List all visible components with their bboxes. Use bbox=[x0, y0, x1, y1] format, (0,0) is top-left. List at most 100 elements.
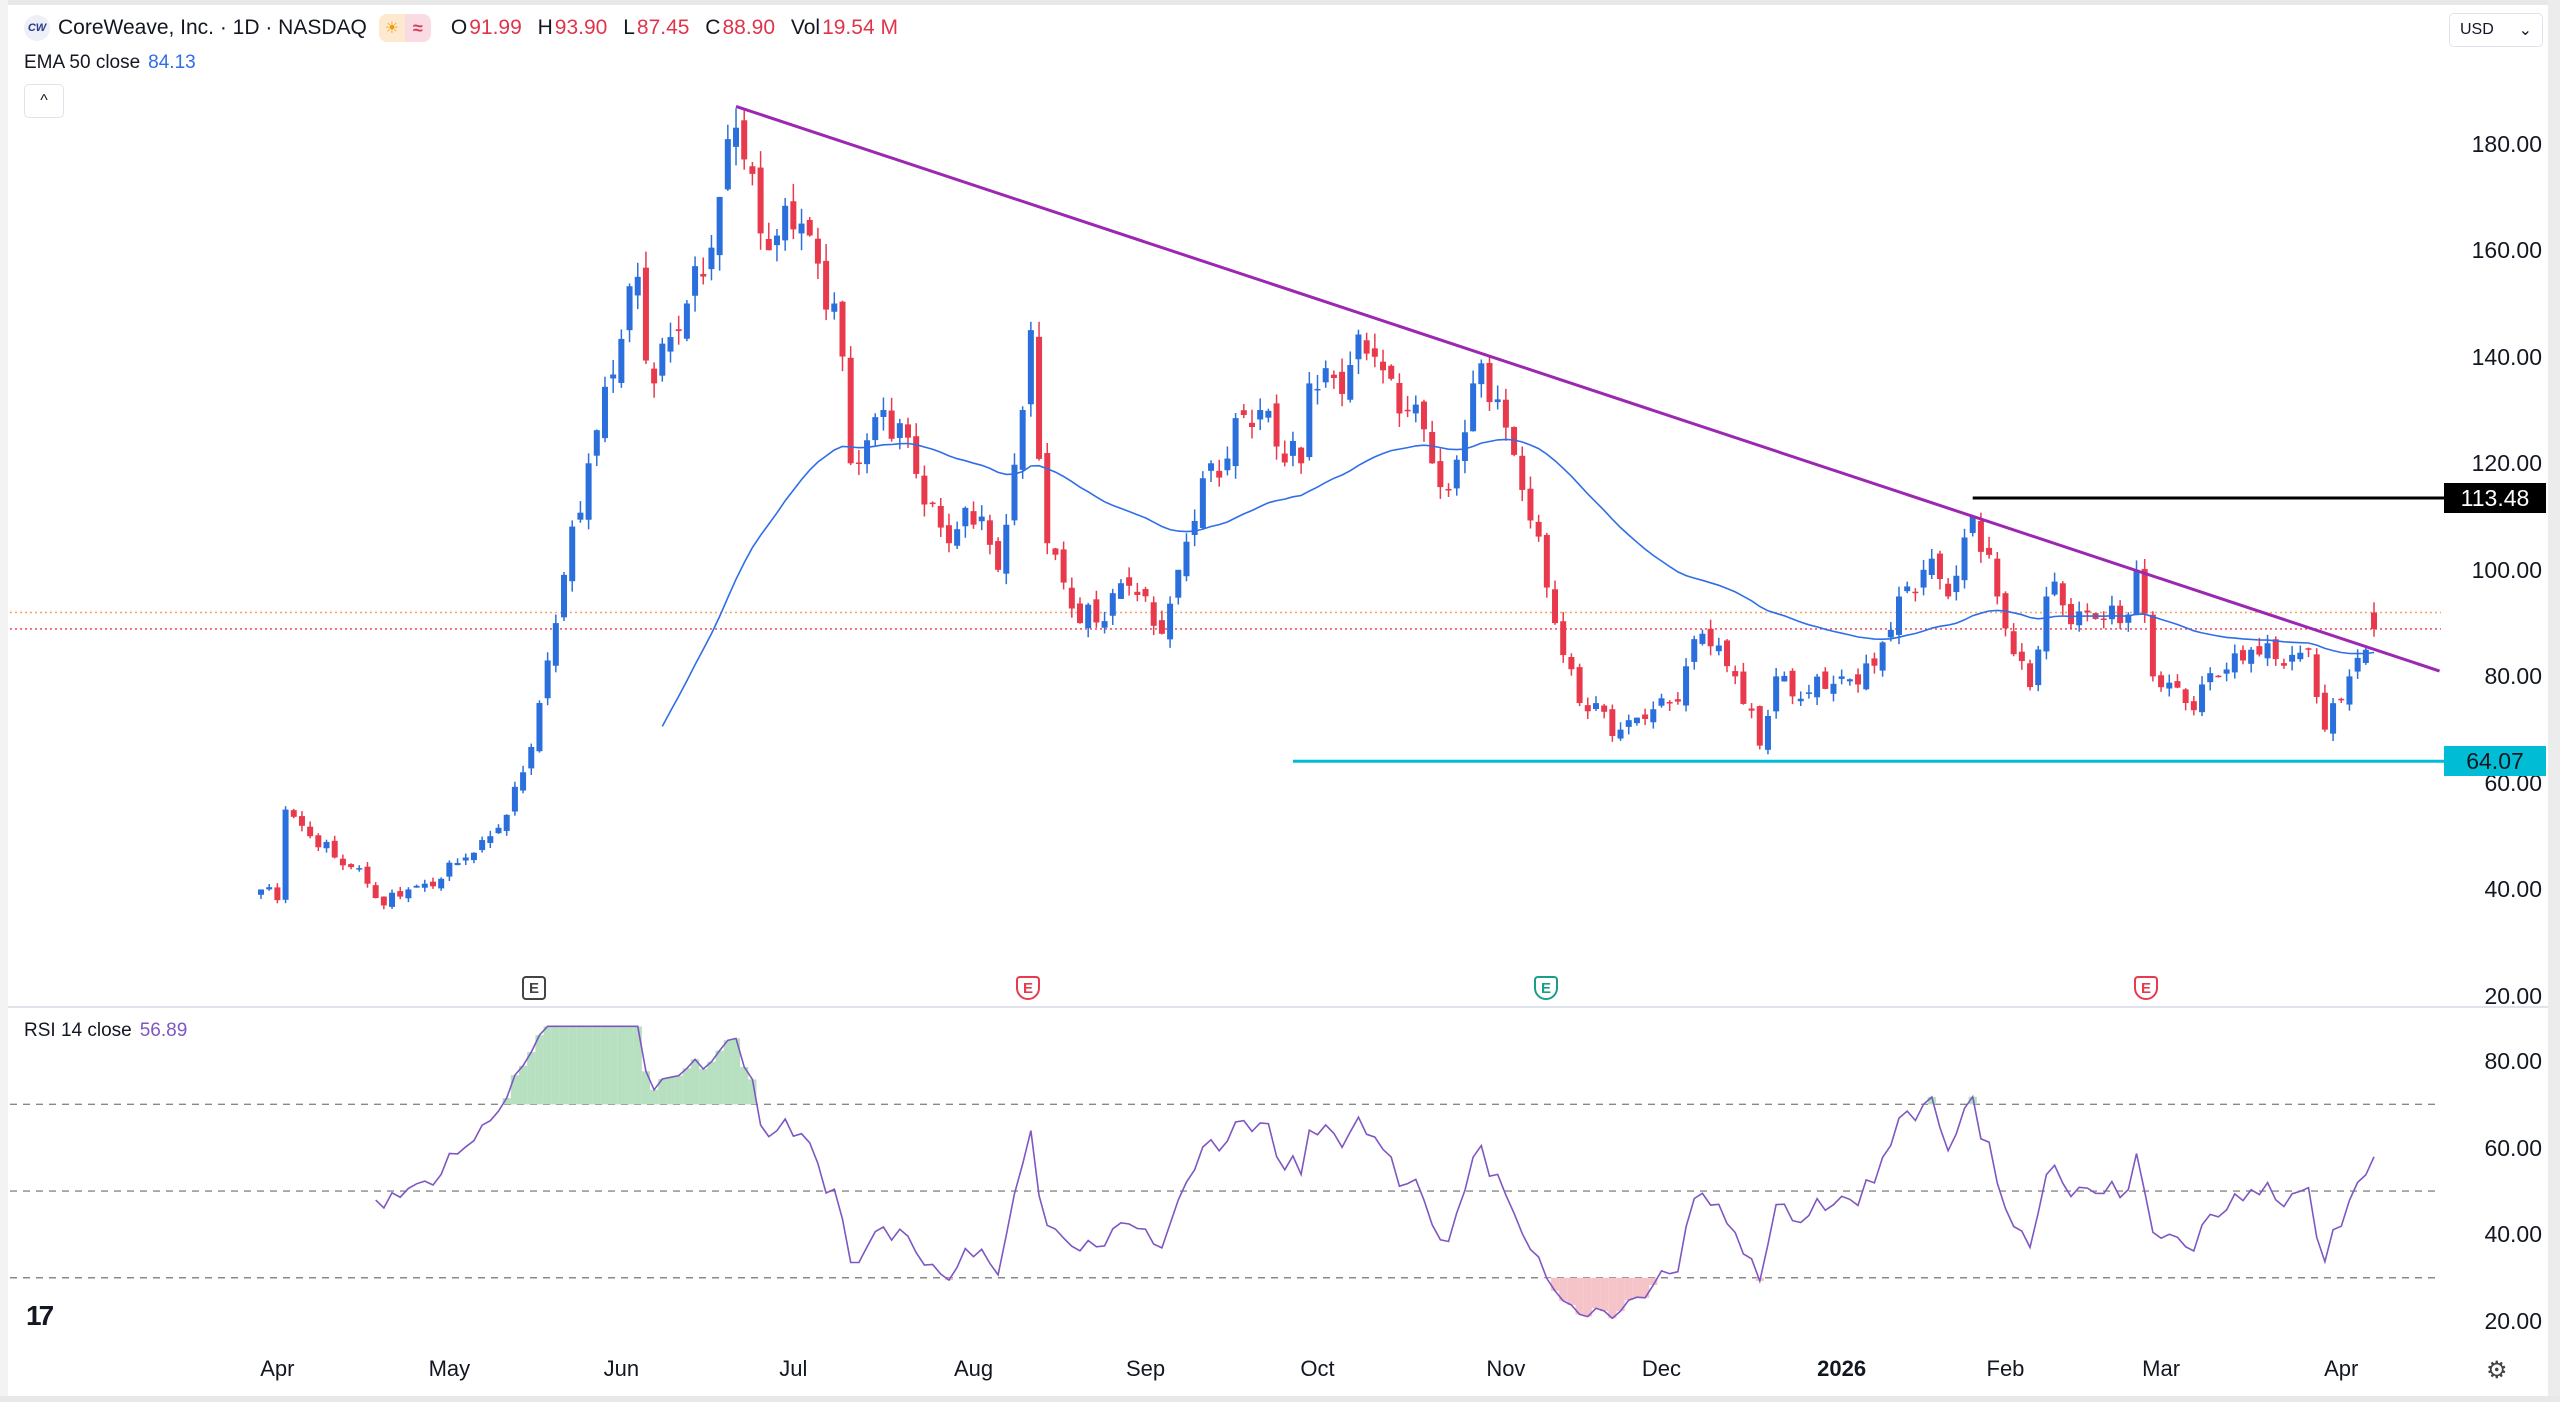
candle-body bbox=[1470, 383, 1477, 432]
candle-body bbox=[1224, 458, 1231, 471]
candle-body bbox=[1527, 488, 1534, 521]
candle-body bbox=[2371, 612, 2378, 629]
candle-body bbox=[1380, 361, 1387, 371]
candle-body bbox=[945, 525, 952, 544]
candle-body bbox=[1339, 371, 1346, 394]
time-tick-label: Apr bbox=[260, 1356, 295, 1381]
candle-body bbox=[1822, 671, 1829, 689]
candle-body bbox=[1052, 548, 1059, 555]
candle-body bbox=[405, 889, 412, 899]
rsi-tick-label: 20.00 bbox=[2484, 1308, 2542, 1335]
candle-body bbox=[1674, 699, 1681, 702]
candle-body bbox=[1257, 410, 1264, 420]
settings-gear-icon[interactable]: ⚙ bbox=[2486, 1357, 2508, 1384]
candle-body bbox=[593, 430, 600, 456]
candle-body bbox=[454, 862, 461, 866]
earnings-marker[interactable]: E bbox=[2134, 976, 2158, 1000]
candle-body bbox=[1961, 537, 1968, 581]
annotations[interactable] bbox=[735, 104, 2444, 763]
candle-body bbox=[1920, 569, 1927, 588]
approx-icon[interactable]: ≈ bbox=[404, 14, 431, 42]
rsi-legend[interactable]: RSI 14 close 56.89 bbox=[24, 1020, 187, 1042]
candle-body bbox=[2059, 583, 2066, 606]
earnings-marker[interactable]: E bbox=[1016, 976, 1040, 1000]
currency-select[interactable]: USD ⌄ bbox=[2449, 13, 2543, 47]
price-tick-label: 180.00 bbox=[2471, 130, 2542, 157]
candle-body bbox=[1437, 461, 1444, 488]
symbol-legend[interactable]: CW CoreWeave, Inc. · 1D · NASDAQ ☀ ≈ O91… bbox=[24, 14, 900, 42]
time-tick-label: Jul bbox=[779, 1356, 808, 1381]
candle-body bbox=[1896, 596, 1902, 635]
candle-body bbox=[1994, 558, 2001, 597]
candle-body bbox=[2117, 605, 2124, 624]
candle-body bbox=[716, 196, 723, 256]
candle-body bbox=[1855, 674, 1862, 685]
candle-body bbox=[1281, 453, 1288, 463]
candle-body bbox=[1846, 679, 1853, 682]
candle-body bbox=[2010, 631, 2017, 655]
candle-body bbox=[2158, 675, 2165, 688]
candle-body bbox=[790, 201, 797, 230]
candle-body bbox=[1781, 675, 1788, 682]
candle-body bbox=[1609, 709, 1616, 736]
candle-body bbox=[1371, 348, 1378, 357]
candle-body bbox=[2166, 682, 2173, 689]
candle-body bbox=[1592, 703, 1599, 710]
right-scrollbar[interactable] bbox=[2548, 0, 2560, 1402]
candle-body bbox=[1183, 541, 1190, 577]
candle-body bbox=[1887, 629, 1894, 638]
tradingview-logo[interactable]: 17 bbox=[26, 1300, 54, 1331]
time-tick-label: Jun bbox=[603, 1356, 640, 1381]
volume-key: Vol bbox=[790, 16, 821, 39]
high-key: H bbox=[537, 16, 553, 39]
candle-body bbox=[2231, 653, 2238, 673]
candle-body bbox=[1445, 488, 1452, 491]
ema-legend[interactable]: EMA 50 close 84.13 bbox=[24, 52, 196, 74]
resistance-price-label: 113.48 bbox=[2444, 483, 2546, 514]
candle-body bbox=[1216, 470, 1223, 478]
candle-body bbox=[331, 840, 338, 858]
candle-body bbox=[724, 139, 731, 190]
candle-body bbox=[266, 887, 273, 890]
candle-body bbox=[1306, 383, 1313, 458]
candle-body bbox=[2108, 605, 2115, 620]
symbol-title[interactable]: CoreWeave, Inc. · 1D · NASDAQ bbox=[58, 16, 367, 39]
candle-body bbox=[659, 343, 666, 376]
collapse-legend-button[interactable]: ^ bbox=[24, 84, 64, 118]
price-tick-label: 140.00 bbox=[2471, 343, 2542, 370]
candle-body bbox=[1077, 603, 1083, 624]
time-tick-label: Nov bbox=[1486, 1356, 1526, 1381]
candle-body bbox=[1068, 587, 1075, 609]
candle-body bbox=[2239, 650, 2246, 661]
rsi-tick-label: 80.00 bbox=[2484, 1048, 2542, 1074]
candle-body bbox=[929, 502, 936, 505]
candle-body bbox=[2280, 663, 2287, 666]
candle-body bbox=[1764, 715, 1771, 750]
earnings-marker[interactable]: E bbox=[1534, 976, 1558, 1000]
candle-body bbox=[1117, 583, 1124, 599]
candle-body bbox=[1060, 549, 1067, 583]
earnings-marker[interactable]: E bbox=[522, 976, 546, 1000]
low-value: 87.45 bbox=[636, 16, 690, 39]
ema-line bbox=[661, 438, 2375, 727]
candle-body bbox=[2272, 639, 2279, 660]
time-tick-label: Aug bbox=[953, 1356, 994, 1381]
session-badges[interactable]: ☀ ≈ bbox=[378, 14, 431, 42]
sun-icon[interactable]: ☀ bbox=[378, 14, 405, 42]
candle-body bbox=[634, 276, 641, 296]
candle-body bbox=[986, 520, 993, 545]
candle-body bbox=[1101, 621, 1108, 628]
candle-body bbox=[814, 238, 821, 264]
left-border bbox=[0, 0, 8, 1402]
candle-body bbox=[2223, 669, 2230, 674]
candle-body bbox=[1805, 692, 1812, 694]
candle-body bbox=[1838, 676, 1845, 679]
candle-body bbox=[692, 266, 699, 296]
chevron-down-icon: ⌄ bbox=[2518, 22, 2532, 39]
candle-body bbox=[1298, 447, 1305, 464]
candle-body bbox=[2207, 673, 2214, 683]
candle-body bbox=[1756, 706, 1763, 746]
candle-body bbox=[872, 417, 879, 441]
candle-body bbox=[1814, 676, 1821, 698]
